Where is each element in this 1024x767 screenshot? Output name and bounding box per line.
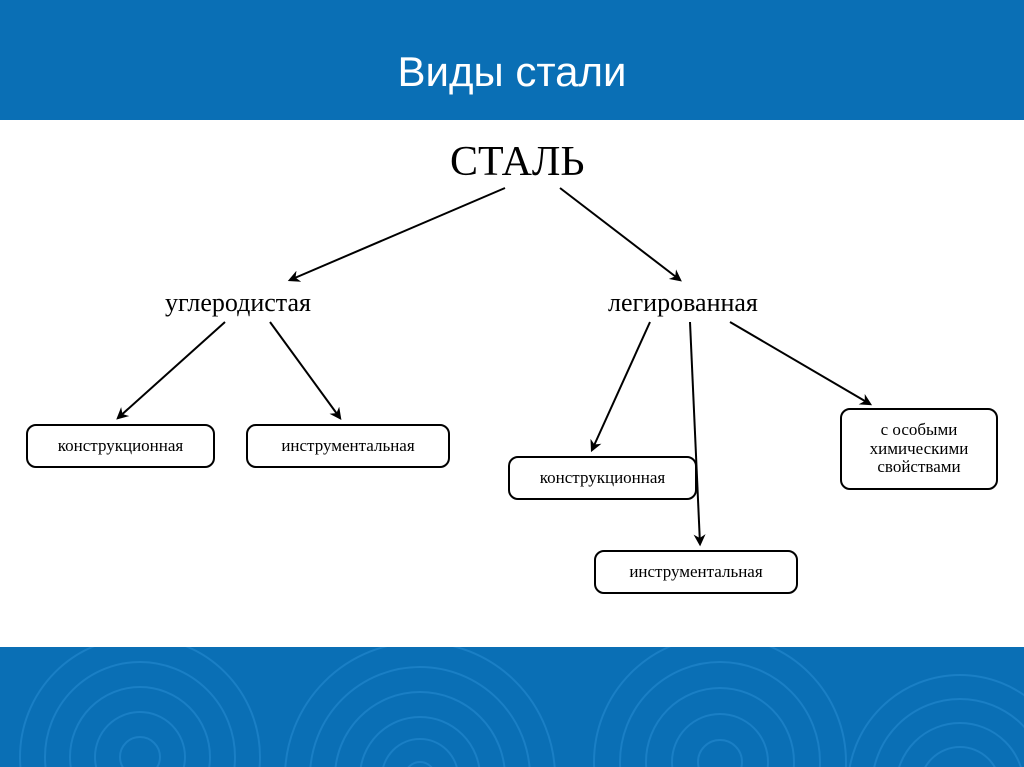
leaf-special: с особымихимическимисвойствами	[840, 408, 998, 490]
leaf-constructional-2: конструкционная	[508, 456, 697, 500]
mid-node-carbon: углеродистая	[165, 288, 311, 318]
slide-title: Виды стали	[0, 24, 1024, 120]
slide-title-text: Виды стали	[398, 48, 627, 95]
leaf-c2-label: конструкционная	[540, 469, 665, 488]
leaf-sp-label: с особымихимическимисвойствами	[870, 421, 969, 477]
leaf-i1-label: инструментальная	[281, 437, 414, 456]
leaf-c1-label: конструкционная	[58, 437, 183, 456]
root-label: СТАЛЬ	[450, 139, 585, 185]
leaf-constructional-1: конструкционная	[26, 424, 215, 468]
leaf-instrumental-2: инструментальная	[594, 550, 798, 594]
ripple-icon	[0, 647, 1024, 767]
mid-alloy-label: легированная	[608, 288, 758, 317]
leaf-i2-label: инструментальная	[629, 563, 762, 582]
root-node: СТАЛЬ	[450, 138, 585, 186]
leaf-instrumental-1: инструментальная	[246, 424, 450, 468]
mid-node-alloy: легированная	[608, 288, 758, 318]
diagram-area: СТАЛЬ углеродистая легированная конструк…	[0, 120, 1024, 647]
footer-decoration	[0, 647, 1024, 767]
mid-carbon-label: углеродистая	[165, 288, 311, 317]
arrow-layer	[0, 120, 1024, 647]
